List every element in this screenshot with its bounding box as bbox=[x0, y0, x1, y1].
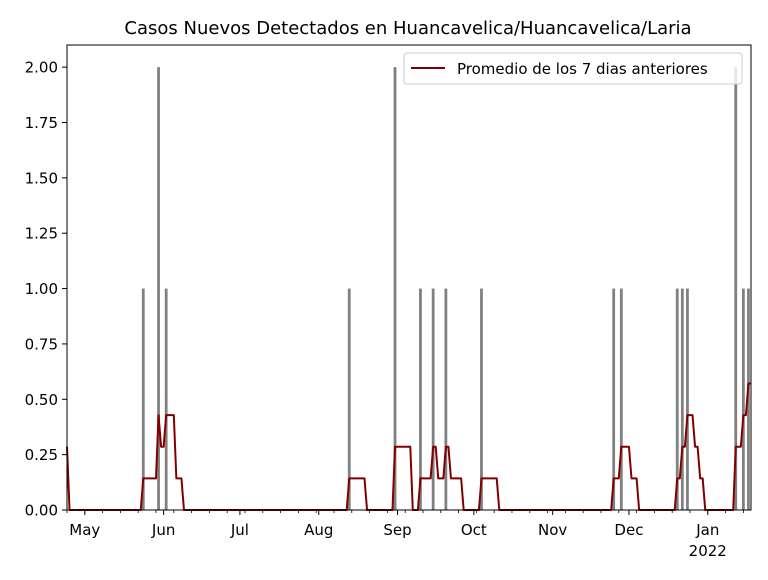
case-bar bbox=[747, 288, 750, 510]
case-bar bbox=[741, 288, 745, 510]
case-bar bbox=[675, 288, 679, 510]
y-tick-label: 1.00 bbox=[25, 280, 58, 298]
moving-average-line bbox=[66, 382, 751, 511]
legend: Promedio de los 7 dias anteriores bbox=[403, 52, 743, 85]
case-bar bbox=[444, 288, 448, 510]
x-tick-sublabel: 2022 bbox=[689, 542, 727, 560]
y-tick-label: 2.00 bbox=[25, 59, 58, 77]
legend-label: Promedio de los 7 dias anteriores bbox=[457, 60, 708, 78]
x-tick-label: Nov bbox=[538, 521, 567, 539]
case-bar bbox=[164, 288, 168, 510]
y-tick-label: 0.00 bbox=[25, 502, 58, 520]
case-bar bbox=[141, 288, 145, 510]
x-tick-label: Jan bbox=[695, 521, 719, 539]
y-tick-label: 0.25 bbox=[25, 446, 58, 464]
plot-frame bbox=[66, 44, 752, 511]
y-tick-label: 1.75 bbox=[25, 114, 58, 132]
chart-title: Casos Nuevos Detectados en Huancavelica/… bbox=[124, 18, 691, 39]
case-bar bbox=[347, 288, 351, 510]
x-tick-label: Oct bbox=[461, 521, 487, 539]
x-tick-label: Jun bbox=[151, 521, 175, 539]
x-tick-label: Jul bbox=[230, 521, 249, 539]
bar-series bbox=[141, 67, 750, 510]
case-bar bbox=[157, 67, 160, 510]
line-series bbox=[66, 382, 751, 511]
legend-box bbox=[403, 52, 743, 85]
case-bar bbox=[619, 288, 623, 510]
y-tick-label: 1.50 bbox=[25, 169, 58, 187]
y-tick-label: 0.75 bbox=[25, 335, 58, 353]
x-tick-label: Sep bbox=[383, 521, 411, 539]
x-tick-label: Aug bbox=[304, 521, 333, 539]
case-bar bbox=[734, 67, 738, 510]
case-bar bbox=[680, 288, 684, 510]
case-bar bbox=[612, 288, 616, 510]
case-bar bbox=[686, 288, 689, 510]
case-bar bbox=[393, 67, 397, 510]
y-tick-label: 1.25 bbox=[25, 225, 58, 243]
y-axis: 0.00 0.25 0.50 0.75 1.00 1.25 1.50 1.75 2.00 bbox=[25, 59, 67, 520]
case-bar bbox=[480, 288, 483, 510]
x-axis: May Jun Jul Aug Sep Oct Nov Dec Jan 2022 bbox=[66, 510, 744, 560]
x-tick-label: Dec bbox=[614, 521, 643, 539]
case-bar bbox=[431, 288, 435, 510]
x-tick-label: May bbox=[69, 521, 100, 539]
case-bar bbox=[419, 288, 422, 510]
y-tick-label: 0.50 bbox=[25, 391, 58, 409]
